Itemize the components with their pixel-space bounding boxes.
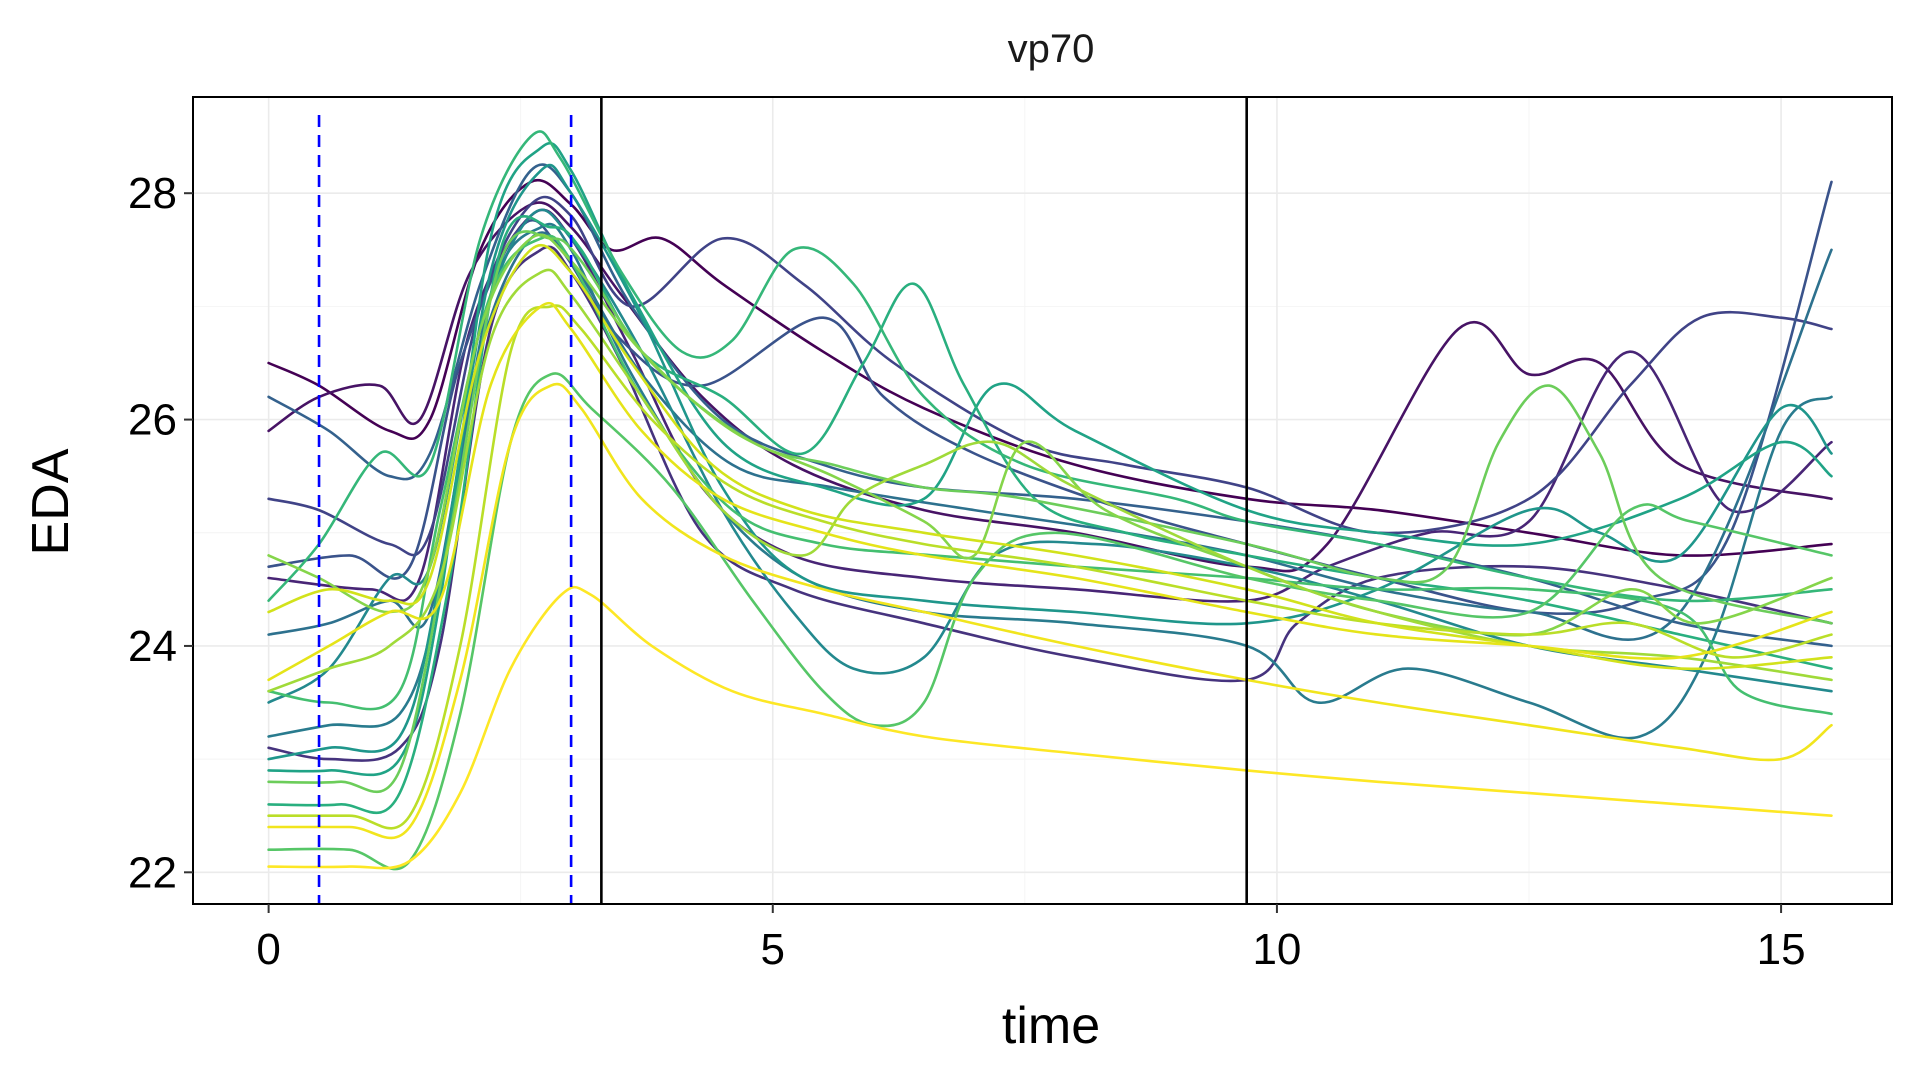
series-line-19 — [267, 268, 1833, 693]
series-line-22 — [267, 301, 1833, 682]
reference-lines — [317, 97, 1248, 904]
x-tick-label: 15 — [1757, 925, 1806, 974]
series-line-11 — [267, 163, 1833, 761]
series-line-20 — [267, 304, 1833, 830]
y-tick-label: 24 — [128, 622, 177, 671]
panel-title: vp70 — [1008, 27, 1095, 71]
x-tick-label: 0 — [256, 925, 280, 974]
series-line-12 — [267, 141, 1833, 777]
series-line-24 — [267, 585, 1833, 870]
y-axis-title: EDA — [22, 448, 80, 555]
series-line-4 — [267, 245, 1833, 762]
x-tick-label: 5 — [761, 925, 785, 974]
y-tick-label: 26 — [128, 396, 177, 445]
series-line-17 — [267, 230, 1833, 793]
series-lines — [267, 130, 1833, 871]
series-line-15 — [267, 234, 1833, 716]
x-axis-title: time — [1002, 997, 1100, 1055]
axes: 0 5 10 15 22 24 26 28 — [128, 169, 1806, 974]
y-tick-label: 22 — [128, 848, 177, 897]
series-line-6 — [267, 180, 1833, 616]
series-line-13 — [267, 215, 1833, 815]
series-line-23 — [267, 382, 1833, 840]
series-line-21 — [267, 243, 1833, 671]
series-line-1 — [267, 178, 1833, 557]
y-tick-label: 28 — [128, 169, 177, 218]
series-line-2 — [267, 201, 1833, 573]
plot-panel-border — [192, 96, 1893, 905]
series-line-14 — [267, 130, 1833, 603]
x-tick-label: 10 — [1252, 925, 1301, 974]
